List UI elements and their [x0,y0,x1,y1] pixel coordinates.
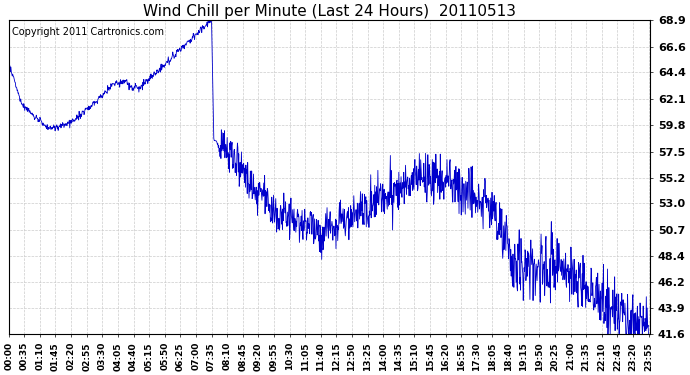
Title: Wind Chill per Minute (Last 24 Hours)  20110513: Wind Chill per Minute (Last 24 Hours) 20… [143,4,516,19]
Text: Copyright 2011 Cartronics.com: Copyright 2011 Cartronics.com [12,27,164,37]
